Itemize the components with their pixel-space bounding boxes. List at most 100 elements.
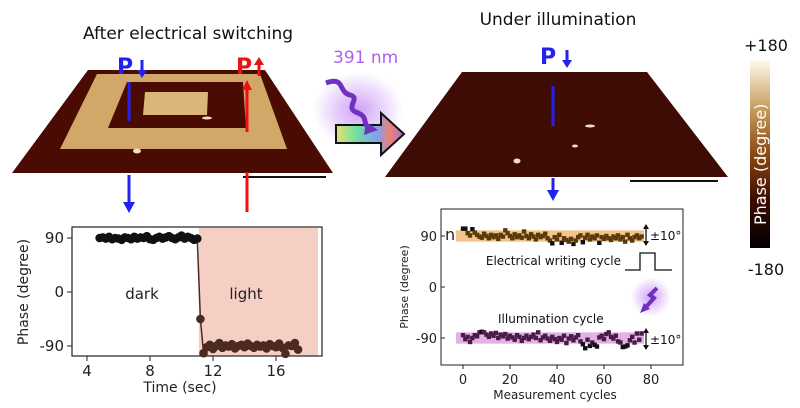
- illumination-data-point: [639, 331, 644, 336]
- illumination-data-point: [536, 330, 541, 335]
- illumination-data-point: [498, 332, 503, 337]
- electrical-data-point: [540, 233, 546, 239]
- illumination-data-point: [585, 337, 590, 342]
- band-width-label: ±10°: [650, 229, 681, 243]
- illumination-data-point: [625, 343, 630, 348]
- electrical-data-point: [496, 236, 501, 242]
- electrical-data-point: [463, 226, 468, 231]
- x-tick-label: 4: [82, 362, 92, 380]
- light-arrow-icon: [644, 286, 659, 309]
- illumination-data-point: [493, 330, 499, 336]
- electrical-data-point: [583, 235, 588, 240]
- electrical-data-point: [559, 240, 564, 245]
- electrical-band: [455, 230, 644, 242]
- illumination-data-point: [608, 334, 614, 340]
- electrical-data-point: [531, 234, 536, 239]
- electrical-data-point: [606, 236, 611, 241]
- electrical-data-point: [498, 232, 503, 238]
- p-down-label-left: P: [117, 55, 133, 80]
- illumination-data-point: [519, 338, 524, 344]
- electrical-data-point: [564, 237, 569, 243]
- illumination-data-point: [547, 338, 553, 344]
- illumination-data-point: [524, 333, 529, 338]
- electrical-data-point: [557, 232, 562, 238]
- p-up-label: P: [236, 55, 252, 80]
- right-panel-title: Under illumination: [480, 10, 637, 30]
- x-tick-label: 60: [596, 373, 613, 388]
- illumination-data-point: [465, 334, 470, 340]
- light-data-point: [290, 338, 300, 348]
- electrical-data-point: [561, 236, 567, 241]
- electrical-data-point: [587, 237, 593, 242]
- p-down-label-right: P: [540, 45, 556, 70]
- annotation-illumination: Illumination cycle: [498, 312, 604, 326]
- wavelength-label: 391 nm: [333, 48, 398, 68]
- electrical-data-point: [479, 235, 484, 240]
- electrical-data-point: [571, 241, 576, 247]
- electrical-data-point: [510, 236, 515, 241]
- illumination-data-point: [632, 340, 637, 345]
- electrical-data-point: [507, 233, 513, 239]
- illumination-data-point: [575, 332, 581, 338]
- x-tick-label: 0: [459, 373, 467, 388]
- electrical-data-point: [491, 234, 496, 240]
- electrical-data-point: [512, 232, 517, 237]
- down-arrow-icon: [137, 60, 147, 78]
- illumination-data-point: [637, 337, 642, 342]
- illumination-data-point: [545, 336, 550, 341]
- electrical-data-point: [470, 227, 475, 232]
- illumination-data-point: [474, 334, 480, 339]
- illumination-data-point: [630, 334, 635, 340]
- band-width-label: ±10°: [650, 333, 681, 347]
- illumination-data-point: [564, 340, 569, 346]
- electrical-data-point: [632, 234, 637, 240]
- y-tick-label: -90: [40, 337, 65, 355]
- p-up-domain-marker: [242, 80, 252, 132]
- electrical-data-point: [500, 234, 506, 239]
- electrical-data-point: [630, 238, 635, 243]
- electrical-data-point: [592, 236, 597, 241]
- electrical-data-point: [625, 232, 630, 238]
- illumination-data-point: [543, 333, 548, 338]
- electrical-data-point: [618, 237, 623, 242]
- illumination-data-point: [550, 334, 555, 340]
- x-tick-label: 80: [643, 373, 660, 388]
- electrical-data-point: [545, 236, 550, 241]
- x-axis-label: Measurement cycles: [493, 388, 616, 402]
- y-axis-label: Phase (degree): [398, 245, 411, 328]
- illumination-data-point: [486, 334, 492, 340]
- up-arrow-icon: [254, 57, 264, 76]
- blue-arrow-to-chart-icon: [123, 175, 135, 213]
- electrical-data-point: [634, 233, 640, 238]
- electrical-data-point: [533, 237, 539, 242]
- illumination-data-point: [580, 342, 586, 347]
- x-tick-label: 12: [203, 362, 222, 380]
- electrical-data-point: [505, 230, 510, 236]
- electrical-data-point: [536, 232, 541, 238]
- y-tick-label: 0: [54, 283, 64, 301]
- light-region: [198, 228, 318, 356]
- illumination-data-point: [552, 336, 557, 342]
- y-tick-label: -90: [416, 332, 437, 347]
- electrical-data-point: [637, 236, 642, 241]
- afm-image-after-switching: [12, 70, 333, 173]
- illumination-data-point: [606, 330, 611, 335]
- electrical-data-point: [615, 233, 621, 238]
- electrical-data-point: [521, 229, 527, 234]
- y-tick-label: 0: [429, 281, 437, 296]
- illumination-data-point: [470, 335, 475, 341]
- panel-label: n: [445, 225, 455, 244]
- illumination-data-point: [481, 330, 487, 335]
- illumination-data-point: [489, 331, 494, 336]
- electrical-data-point: [467, 233, 473, 238]
- afm-image-under-illumination: [385, 72, 728, 177]
- electrical-data-point: [550, 241, 555, 246]
- blue-arrow-to-chart-icon: [547, 178, 559, 201]
- illumination-data-point: [634, 331, 640, 336]
- y-axis-label: Phase (degree): [16, 239, 32, 345]
- phase-vs-cycles-chart: n Electrical writing cycle Illumination …: [398, 208, 684, 402]
- illumination-data-point: [568, 334, 574, 339]
- electrical-data-point: [460, 226, 466, 231]
- electrical-data-point: [484, 233, 489, 239]
